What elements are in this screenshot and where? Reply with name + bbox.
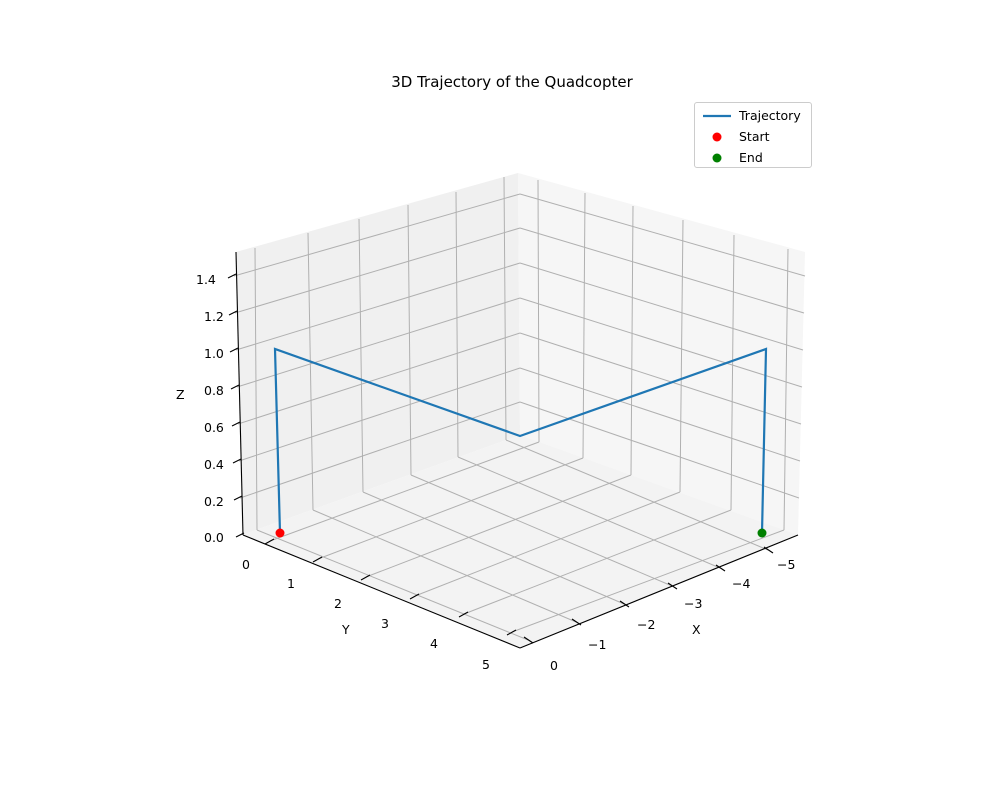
legend-item-start: Start: [695, 127, 811, 147]
floor-pane: [242, 435, 798, 648]
z-axis-label: Z: [176, 387, 185, 402]
grid-lines: [233, 176, 806, 641]
z-tick-label: 1.2: [204, 309, 224, 324]
legend-item-trajectory: Trajectory: [695, 106, 811, 126]
x-tick-label: −3: [684, 596, 703, 611]
z-tick-label: 0.6: [204, 420, 224, 435]
axis-lines: [227, 251, 799, 649]
green-dot-icon: [712, 153, 722, 163]
x-tick-label: −2: [637, 617, 656, 632]
red-dot-icon: [712, 132, 722, 142]
y-tick-label: 4: [430, 636, 438, 651]
legend: Trajectory Start End: [694, 102, 812, 168]
x-tick-label: 0: [550, 658, 558, 673]
legend-label: Trajectory: [739, 108, 801, 123]
y-axis-label: Y: [342, 622, 350, 637]
y-tick-label: 5: [482, 657, 490, 672]
y-tick-label: 1: [287, 576, 295, 591]
trajectory-line: [273, 347, 768, 534]
x-axis-label: X: [692, 622, 701, 637]
z-tick-label: 0.2: [204, 494, 224, 509]
x-tick-label: −4: [732, 576, 751, 591]
legend-label: Start: [739, 129, 770, 144]
y-tick-label: 2: [334, 596, 342, 611]
start-marker: [275, 528, 285, 538]
y-tick-label: 3: [381, 616, 389, 631]
x-tick-label: −5: [777, 557, 796, 572]
legend-label: End: [739, 150, 763, 165]
z-tick-label: 0.8: [204, 383, 224, 398]
z-tick-label: 1.4: [196, 272, 216, 287]
chart-title: 3D Trajectory of the Quadcopter: [391, 73, 633, 91]
line-swatch-icon: [703, 114, 731, 118]
z-tick-label: 1.0: [204, 346, 224, 361]
legend-item-end: End: [695, 148, 811, 168]
x-tick-label: −1: [588, 637, 607, 652]
z-tick-label: 0.0: [204, 530, 224, 545]
left-pane: [236, 173, 520, 535]
y-tick-label: 0: [242, 557, 250, 572]
end-marker: [757, 528, 767, 538]
z-tick-label: 0.4: [204, 457, 224, 472]
